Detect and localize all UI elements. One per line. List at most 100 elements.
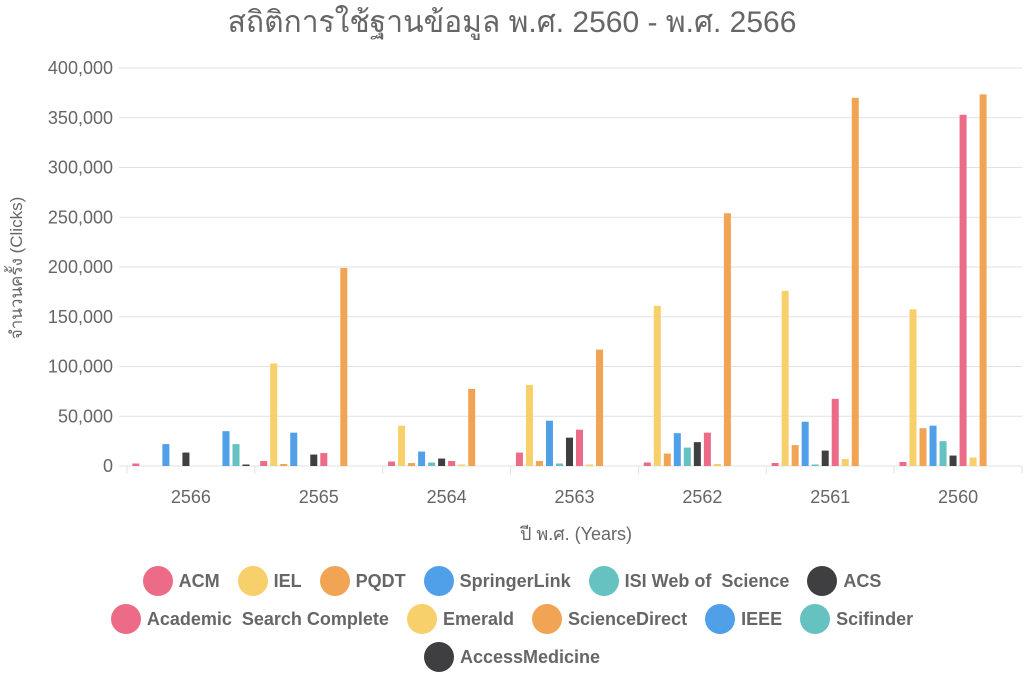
bar[interactable] bbox=[468, 388, 476, 466]
y-axis: 0 50,000 100,000 150,000 200,000 250,000 300,0… bbox=[48, 58, 113, 476]
x-tick-label: 2565 bbox=[299, 487, 339, 507]
y-tick-label: 50,000 bbox=[58, 406, 113, 426]
bar[interactable] bbox=[565, 437, 573, 466]
legend-item[interactable]: Scifinder bbox=[800, 604, 913, 634]
bar[interactable] bbox=[703, 432, 711, 466]
bar[interactable] bbox=[408, 463, 416, 466]
x-tick-label: 2564 bbox=[427, 487, 467, 507]
bar[interactable] bbox=[939, 441, 947, 466]
bar[interactable] bbox=[781, 290, 789, 466]
legend-item[interactable]: SpringerLink bbox=[423, 566, 571, 596]
bar[interactable] bbox=[663, 453, 671, 466]
bar[interactable] bbox=[388, 461, 396, 466]
bar[interactable] bbox=[418, 451, 426, 466]
bar[interactable] bbox=[596, 349, 604, 466]
legend-item[interactable]: PQDT bbox=[319, 566, 406, 596]
legend-item[interactable]: ACM bbox=[142, 566, 220, 596]
legend-label: AccessMedicine bbox=[459, 646, 601, 667]
y-tick-label: 350,000 bbox=[48, 108, 113, 128]
bar[interactable] bbox=[969, 457, 977, 466]
legend-item[interactable]: IEEE bbox=[705, 604, 782, 634]
bar[interactable] bbox=[232, 444, 240, 466]
legend-swatch bbox=[588, 566, 619, 596]
y-tick-label: 400,000 bbox=[48, 58, 113, 78]
legend-row: Academic Search Complete Emerald ScienceDi… bbox=[0, 600, 1024, 638]
bar[interactable] bbox=[428, 462, 436, 466]
bar[interactable] bbox=[673, 433, 681, 466]
y-tick-label: 150,000 bbox=[48, 307, 113, 327]
legend-label: ScienceDirect bbox=[568, 608, 688, 629]
bar[interactable] bbox=[535, 461, 543, 466]
bar[interactable] bbox=[841, 459, 849, 466]
bar[interactable] bbox=[182, 452, 190, 466]
bar[interactable] bbox=[320, 453, 328, 466]
bar[interactable] bbox=[979, 94, 987, 467]
x-axis-label: ปี พ.ศ. (Years) bbox=[520, 524, 632, 544]
legend-label: ACM bbox=[178, 570, 220, 591]
legend-item[interactable]: Emerald bbox=[406, 604, 514, 634]
bar[interactable] bbox=[222, 431, 230, 466]
bar[interactable] bbox=[438, 458, 446, 466]
bar[interactable] bbox=[242, 464, 250, 466]
bar[interactable] bbox=[515, 452, 523, 466]
bar[interactable] bbox=[270, 363, 278, 466]
bar[interactable] bbox=[340, 267, 348, 466]
legend-item[interactable]: AccessMedicine bbox=[423, 642, 601, 672]
bar[interactable] bbox=[586, 464, 594, 466]
bar[interactable] bbox=[811, 464, 819, 466]
bar[interactable] bbox=[132, 463, 140, 466]
legend-label: Scifinder bbox=[836, 608, 914, 629]
legend-item[interactable]: ScienceDirect bbox=[532, 604, 687, 634]
bar[interactable] bbox=[713, 464, 721, 466]
bar[interactable] bbox=[851, 97, 859, 466]
bar[interactable] bbox=[831, 398, 839, 466]
bar[interactable] bbox=[801, 421, 809, 466]
bar[interactable] bbox=[398, 425, 406, 466]
legend-swatch bbox=[237, 566, 268, 596]
bar[interactable] bbox=[693, 442, 701, 466]
bar[interactable] bbox=[919, 428, 927, 466]
bar[interactable] bbox=[458, 464, 466, 466]
bar[interactable] bbox=[576, 429, 584, 466]
bar[interactable] bbox=[525, 384, 533, 466]
bar[interactable] bbox=[909, 309, 917, 466]
chart-title: สถิติการใช้ฐานข้อมูล พ.ศ. 2560 - พ.ศ. 25… bbox=[228, 5, 797, 40]
legend-swatch bbox=[423, 642, 454, 672]
legend-row: ACM IEL PQDT SpringerLink ISI Web of Science… bbox=[0, 562, 1024, 600]
legend-item[interactable]: IEL bbox=[237, 566, 302, 596]
bar[interactable] bbox=[310, 454, 318, 466]
bar[interactable] bbox=[260, 461, 268, 466]
bar[interactable] bbox=[821, 450, 829, 466]
legend-swatch bbox=[423, 566, 454, 596]
bar[interactable] bbox=[949, 455, 957, 466]
bar[interactable] bbox=[899, 462, 907, 466]
y-axis-label: จำนวนครั้ง (Clicks) bbox=[4, 197, 26, 339]
bar[interactable] bbox=[791, 445, 799, 466]
bar[interactable] bbox=[683, 447, 691, 466]
bar[interactable] bbox=[280, 464, 288, 466]
bar[interactable] bbox=[545, 420, 553, 466]
legend-label: Academic Search Complete bbox=[146, 608, 389, 629]
bar[interactable] bbox=[959, 114, 967, 466]
bar[interactable] bbox=[448, 461, 456, 466]
bars bbox=[132, 94, 987, 467]
bar[interactable] bbox=[723, 213, 731, 466]
bar[interactable] bbox=[643, 462, 651, 466]
legend-item[interactable]: Academic Search Complete bbox=[110, 604, 389, 634]
legend-label: ISI Web of Science bbox=[624, 570, 790, 591]
legend-row: AccessMedicine bbox=[0, 638, 1024, 676]
bar[interactable] bbox=[290, 432, 298, 466]
bar[interactable] bbox=[929, 425, 937, 466]
legend-item[interactable]: ACS bbox=[807, 566, 881, 596]
y-tick-label: 300,000 bbox=[48, 158, 113, 178]
legend-swatch bbox=[319, 566, 350, 596]
legend-swatch bbox=[532, 604, 562, 634]
legend-label: IEL bbox=[273, 570, 302, 591]
bar[interactable] bbox=[162, 444, 170, 466]
bar[interactable] bbox=[653, 305, 661, 466]
bar[interactable] bbox=[771, 463, 779, 466]
bar[interactable] bbox=[555, 463, 563, 466]
x-tick-label: 2566 bbox=[171, 487, 211, 507]
legend-item[interactable]: ISI Web of Science bbox=[588, 566, 790, 596]
